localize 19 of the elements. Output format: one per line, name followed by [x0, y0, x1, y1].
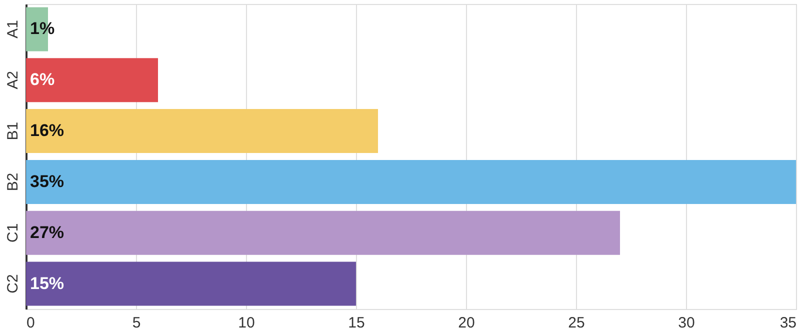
y-tick-label: A2: [4, 70, 22, 90]
data-label: 16%: [30, 121, 64, 140]
y-tick-label: A1: [4, 20, 22, 38]
x-tick-label: 25: [568, 314, 585, 332]
y-tick-label: C2: [4, 274, 22, 294]
y-tick-label: B1: [4, 122, 22, 140]
data-label: 35%: [30, 172, 64, 191]
data-label: 27%: [30, 222, 64, 242]
data-label: 6%: [30, 70, 55, 90]
y-tick-label: C1: [4, 223, 22, 242]
y-tick-label: B2: [4, 172, 22, 192]
x-tick-label: 30: [678, 314, 695, 332]
x-tick-label: 35: [780, 314, 796, 332]
x-tick-label: 20: [458, 314, 475, 332]
data-label: 15%: [30, 274, 64, 293]
x-tick-label: 5: [132, 314, 141, 332]
x-tick-label: 0: [26, 314, 35, 332]
x-tick-label: 10: [238, 314, 255, 332]
x-tick-label: 15: [348, 314, 365, 332]
